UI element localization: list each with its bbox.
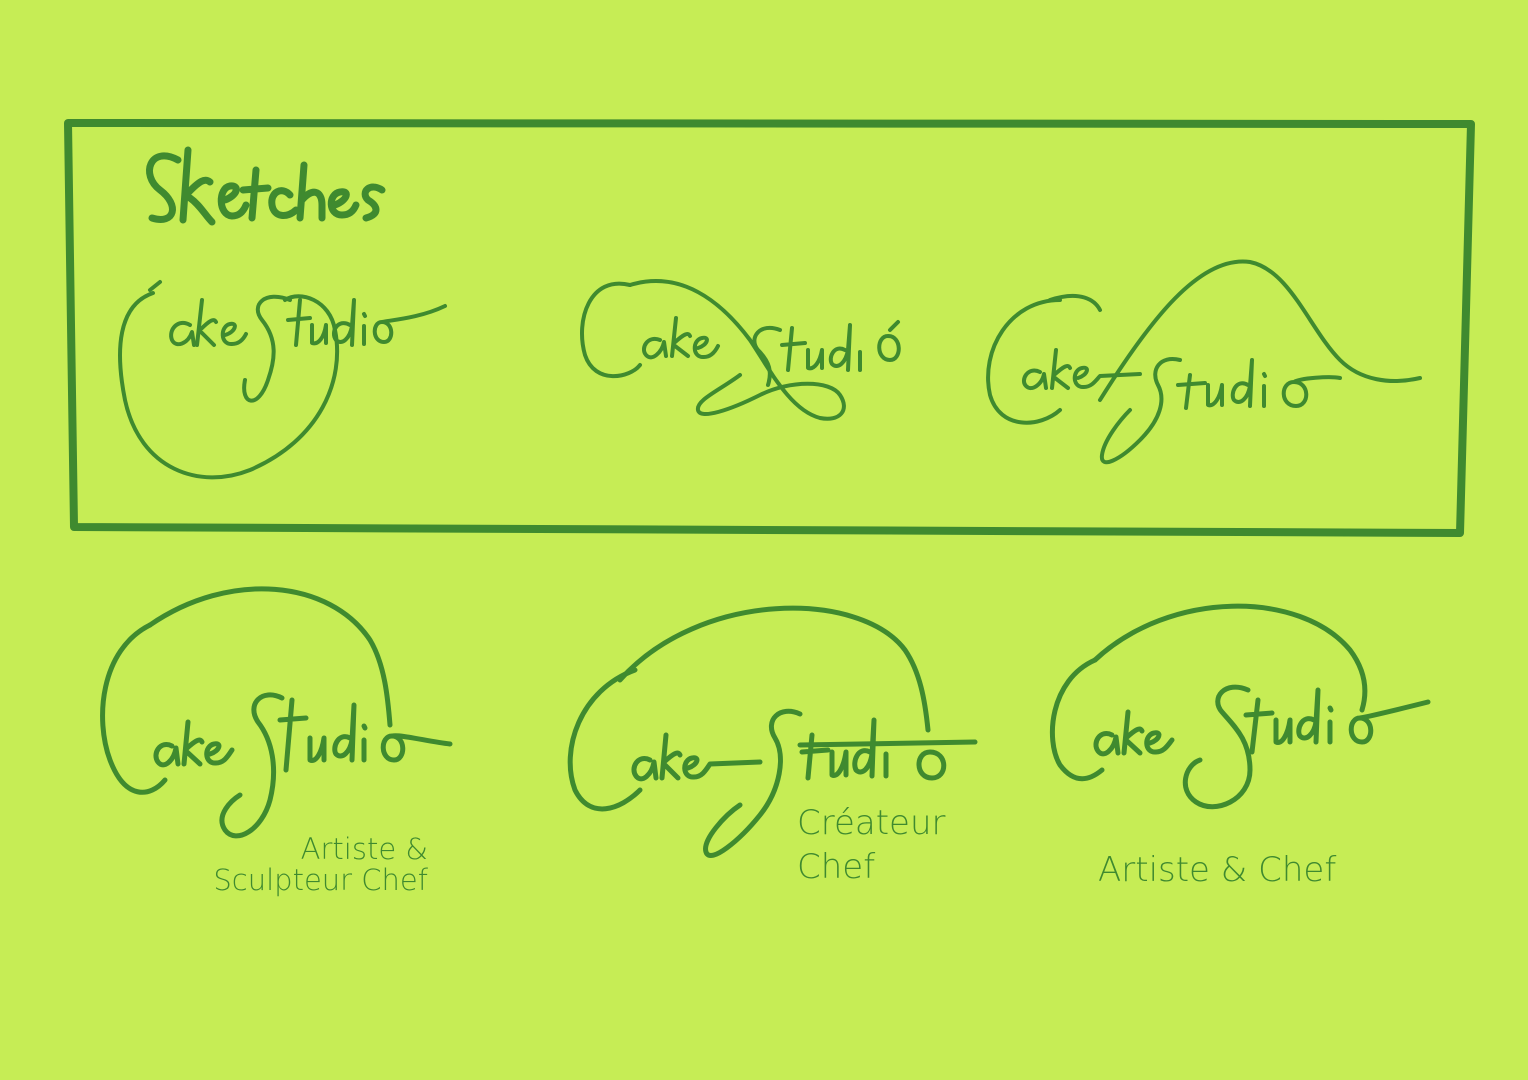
sketch-wordmark-1 [118, 280, 447, 480]
tagline-1: Artiste & Sculpteur Chef [192, 834, 428, 895]
tagline-2: Créateur Chef [797, 802, 997, 889]
tagline-1-line-2: Sculpteur Chef [213, 862, 428, 897]
sketch-wordmark-2 [580, 279, 901, 421]
sketches-heading-lettering [146, 146, 386, 226]
tagline-2-line-2: Chef [797, 846, 876, 887]
tagline-2-line-1: Créateur [797, 803, 946, 843]
tagline-3-line-1: Artiste & Chef [1098, 850, 1337, 890]
logo-wordmark-3 [1049, 603, 1431, 810]
sketch-wordmark-3 [986, 259, 1422, 465]
sketch-frame [64, 119, 1475, 537]
tagline-1-line-1: Artiste & [300, 832, 428, 866]
logo-wordmark-1 [100, 586, 453, 839]
tagline-3: Artiste & Chef [1098, 852, 1398, 888]
logo-wordmark-2 [567, 605, 978, 858]
